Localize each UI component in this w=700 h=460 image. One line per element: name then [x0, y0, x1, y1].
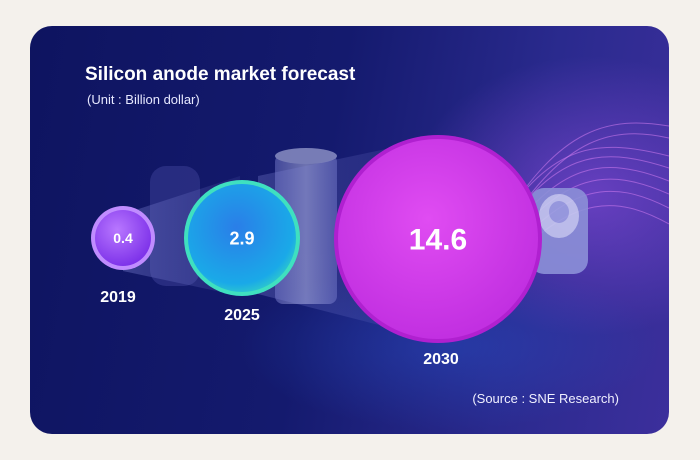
year-label-2025: 2025 — [224, 307, 260, 324]
year-label-2030: 2030 — [423, 351, 459, 368]
bubble-2025: 2.9 2025 — [184, 180, 300, 324]
chart-subtitle: (Unit : Billion dollar) — [87, 92, 200, 107]
bubble-2019: 0.4 2019 — [91, 206, 155, 306]
bubble-chart: 0.4 2019 2.9 2025 14.6 2030 — [91, 122, 669, 368]
bubble-circle-2030 — [338, 139, 538, 339]
chart-card: 0.4 2019 2.9 2025 14.6 2030 Silicon anode mar… — [30, 26, 669, 434]
bubble-2030: 14.6 2030 — [334, 135, 542, 368]
chart-source: (Source : SNE Research) — [472, 391, 619, 406]
bubble-value-2025: 2.9 — [229, 228, 254, 248]
battery-icon — [530, 188, 588, 274]
bubble-circle-2025 — [188, 184, 296, 292]
chart-title: Silicon anode market forecast — [85, 64, 356, 85]
bubble-circle-2019 — [95, 210, 151, 266]
bubble-value-2019: 0.4 — [113, 230, 133, 246]
bubble-value-2030: 14.6 — [409, 224, 467, 257]
year-label-2019: 2019 — [100, 289, 136, 306]
